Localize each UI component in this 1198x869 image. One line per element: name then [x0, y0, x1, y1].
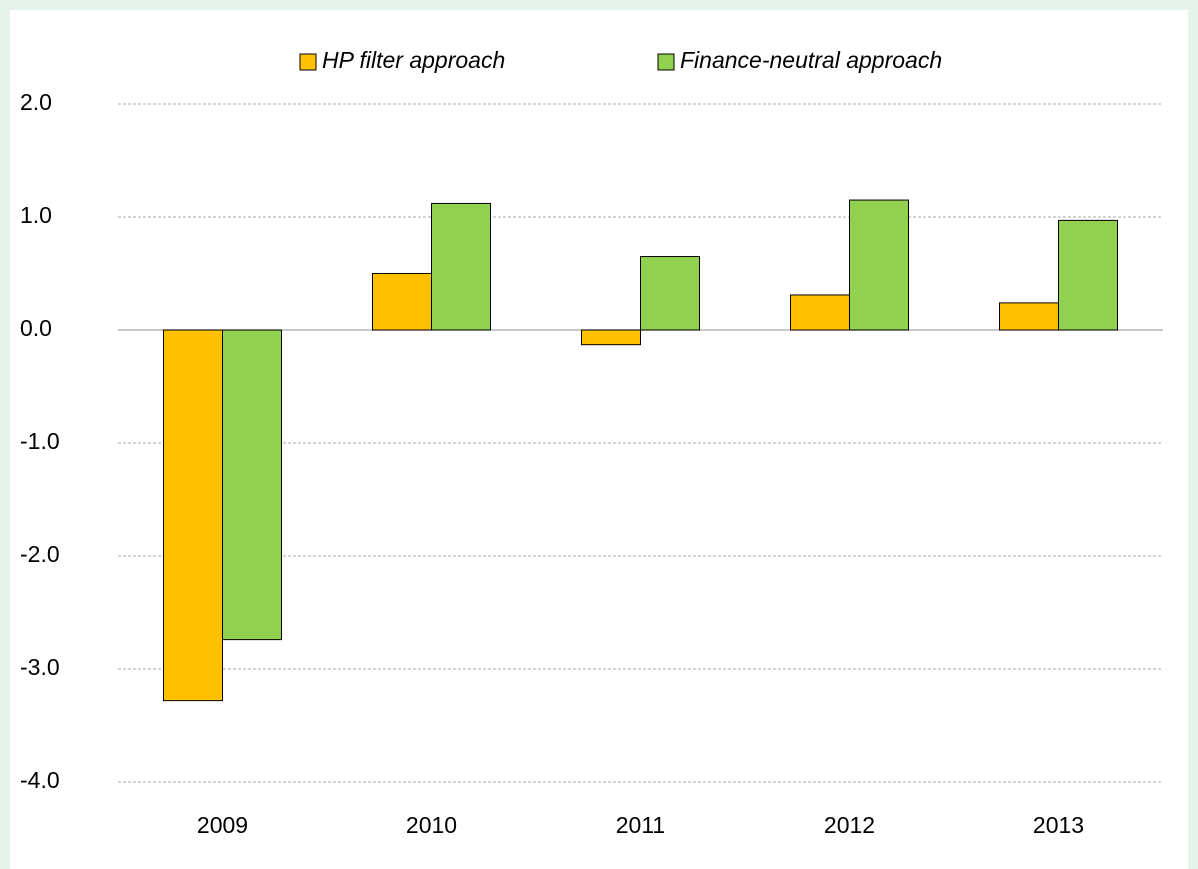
y-tick-label: -3.0	[20, 654, 60, 680]
bar	[581, 329, 641, 346]
bar	[849, 199, 909, 331]
x-tick-label: 2012	[824, 812, 875, 838]
y-tick-label: -1.0	[20, 428, 60, 454]
y-tick-label: 1.0	[20, 202, 52, 228]
bar	[372, 273, 432, 331]
bar	[999, 302, 1059, 331]
bar	[431, 202, 491, 331]
bar	[222, 329, 282, 641]
bar	[790, 294, 850, 331]
legend-label: HP filter approach	[322, 47, 505, 73]
bar	[1058, 219, 1118, 331]
legend-label: Finance-neutral approach	[680, 47, 942, 73]
bar	[640, 256, 700, 331]
y-tick-label: 0.0	[20, 315, 52, 341]
legend-swatch	[657, 53, 675, 71]
bar	[163, 329, 223, 702]
y-tick-label: 2.0	[20, 89, 52, 115]
x-tick-label: 2011	[616, 812, 665, 838]
y-tick-label: -4.0	[20, 767, 60, 793]
legend-swatch	[299, 53, 317, 71]
x-tick-label: 2010	[406, 812, 457, 838]
y-tick-label: -2.0	[20, 541, 60, 567]
x-tick-label: 2009	[197, 812, 248, 838]
x-tick-label: 2013	[1033, 812, 1084, 838]
